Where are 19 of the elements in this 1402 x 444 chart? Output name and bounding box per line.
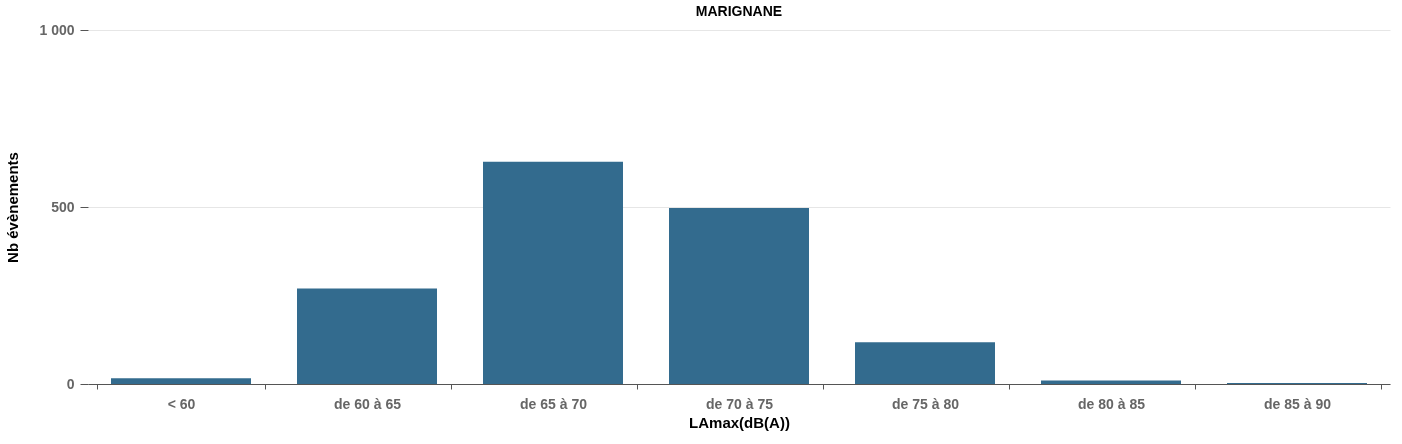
bar: [1041, 380, 1181, 384]
y-tick-label: 500: [51, 198, 75, 215]
x-tick-label: < 60: [167, 395, 196, 412]
bar: [855, 342, 995, 384]
x-axis-title: LAmax(dB(A)): [689, 413, 790, 431]
x-tick-label: de 65 à 70: [520, 395, 588, 412]
x-tick-label: de 75 à 80: [892, 395, 960, 412]
bar: [111, 378, 251, 384]
bar: [297, 288, 437, 384]
bar: [483, 161, 623, 384]
x-tick-label: de 60 à 65: [334, 395, 402, 412]
y-tick-label: 0: [66, 375, 75, 392]
y-tick-label: 1 000: [39, 21, 75, 38]
y-axis-title: Nb évènements: [4, 152, 22, 263]
bar: [669, 208, 809, 384]
x-tick-label: de 80 à 85: [1078, 395, 1146, 412]
x-tick-label: de 85 à 90: [1264, 395, 1332, 412]
x-tick-label: de 70 à 75: [706, 395, 774, 412]
chart-title: MARIGNANE: [695, 3, 783, 19]
